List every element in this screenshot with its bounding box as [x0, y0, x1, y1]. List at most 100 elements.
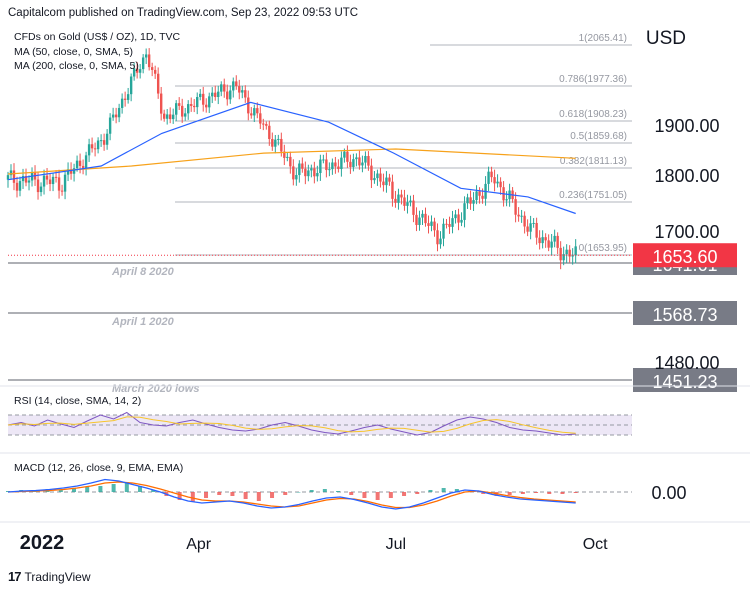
candle-body: [292, 166, 295, 180]
legend-symbol[interactable]: CFDs on Gold (US$ / OZ), 1D, TVC: [14, 31, 181, 43]
macd-histogram-bar: [85, 487, 90, 492]
candle-body: [367, 156, 370, 166]
candle-body: [412, 200, 415, 215]
candle-body: [361, 162, 364, 166]
candle-body: [12, 170, 16, 183]
support-label: April 1 2020: [111, 316, 175, 328]
macd-histogram-bar: [58, 490, 63, 492]
tradingview-brand[interactable]: 17 TradingView: [8, 569, 91, 584]
candle-body: [241, 90, 244, 93]
candle-body: [147, 54, 151, 68]
y-tick-label: 1700.00: [654, 222, 719, 242]
candle-body: [298, 163, 301, 176]
candle-body: [190, 104, 193, 106]
macd-histogram-bar: [402, 492, 407, 496]
candle-body: [187, 104, 190, 114]
legend-rsi[interactable]: RSI (14, close, SMA, 14, 2): [14, 395, 142, 407]
macd-histogram-bar: [230, 492, 235, 496]
candle-body: [45, 175, 49, 180]
candle-body: [39, 186, 43, 193]
support-label: March 2020 lows: [112, 383, 199, 395]
rsi-line: [7, 411, 576, 436]
legend-macd[interactable]: MACD (12, 26, close, 9, EMA, EMA): [14, 462, 184, 474]
legend-ma50[interactable]: MA (50, close, 0, SMA, 5): [14, 46, 134, 58]
candle-body: [553, 235, 556, 242]
candle-body: [156, 73, 160, 94]
legend-ma200[interactable]: MA (200, close, 0, SMA, 5): [14, 60, 139, 72]
candle-body: [271, 139, 274, 147]
macd-histogram-bar: [349, 492, 354, 495]
candle-body: [265, 124, 268, 126]
candle-body: [24, 175, 28, 183]
candle-body: [382, 181, 385, 186]
candle-body: [226, 91, 229, 100]
candle-body: [421, 213, 424, 218]
x-tick-label: 2022: [20, 532, 65, 554]
candle-body: [499, 181, 502, 188]
candle-body: [442, 223, 445, 239]
candle-body: [286, 156, 289, 158]
y-tick-label: 1800.00: [654, 166, 719, 186]
candle-body: [325, 159, 328, 171]
candle-body: [277, 138, 280, 140]
candle-body: [105, 133, 109, 145]
candle-body: [229, 90, 232, 100]
candle-body: [99, 140, 103, 142]
candle-body: [295, 175, 298, 180]
candle-body: [214, 92, 217, 98]
candle-body: [111, 114, 115, 118]
candle-body: [403, 197, 406, 206]
candle-body: [451, 218, 454, 227]
macd-histogram-bar: [547, 492, 552, 494]
candle-body: [574, 246, 577, 256]
candle-body: [15, 182, 19, 191]
candle-body: [310, 168, 313, 171]
candle-body: [547, 240, 550, 248]
ma50-line: [7, 101, 576, 215]
candle-body: [199, 93, 202, 98]
candle-body: [102, 140, 106, 145]
candle-body: [217, 91, 220, 98]
macd-histogram-bar: [560, 492, 565, 494]
candle-body: [60, 190, 64, 192]
candle-body: [379, 173, 382, 182]
candle-body: [126, 94, 130, 100]
candle-body: [87, 144, 91, 156]
candle-body: [123, 98, 127, 100]
candle-body: [496, 181, 499, 184]
candle-body: [370, 165, 373, 181]
candle-body: [208, 96, 211, 108]
candle-body: [319, 159, 322, 174]
candle-body: [84, 155, 88, 170]
candle-body: [51, 176, 55, 185]
candle-body: [337, 166, 340, 170]
macd-histogram-bar: [441, 488, 446, 492]
candle-body: [235, 81, 238, 87]
last-price-tag: [633, 243, 737, 268]
macd-histogram-bar: [415, 492, 420, 494]
y-tick-label: 1900.00: [654, 116, 719, 136]
macd-histogram-bar: [454, 489, 459, 492]
fib-label: 0.382(1811.13): [560, 156, 627, 167]
brand-label: TradingView: [24, 569, 91, 584]
candle-body: [138, 69, 142, 73]
candle-body: [220, 84, 223, 92]
candle-body: [132, 68, 136, 77]
support-tag: [633, 301, 737, 325]
candle-body: [108, 117, 112, 134]
candle-body: [571, 255, 574, 257]
candle-body: [90, 144, 94, 149]
candle-body: [307, 170, 310, 177]
candle-body: [418, 217, 421, 225]
macd-signal-line: [7, 481, 576, 509]
candle-body: [165, 114, 169, 119]
candle-body: [171, 114, 175, 120]
candle-body: [78, 160, 82, 166]
macd-histogram-bar: [138, 486, 143, 492]
candle-body: [205, 104, 208, 108]
candle-body: [556, 235, 559, 248]
candle-body: [346, 151, 349, 162]
macd-histogram-bar: [270, 492, 275, 498]
macd-histogram-bar: [243, 492, 248, 499]
